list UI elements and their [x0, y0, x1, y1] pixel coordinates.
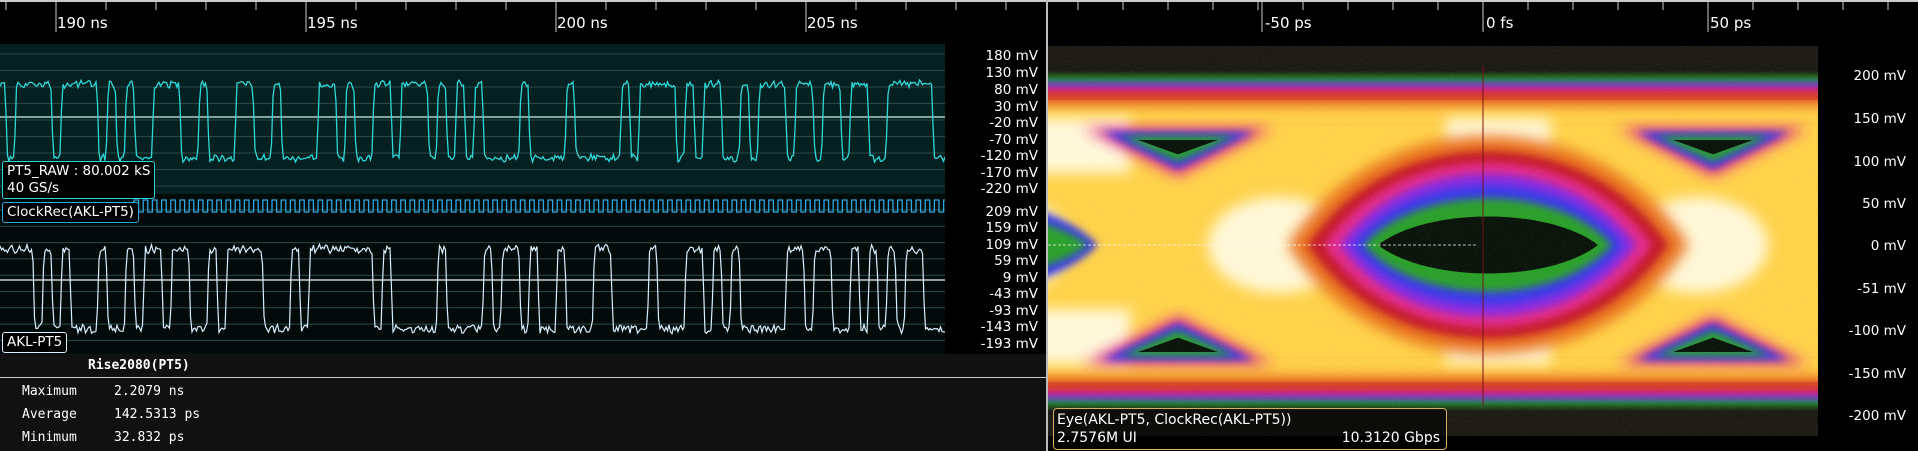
measurement-title: Rise2080(PT5) [88, 358, 190, 373]
eye-diagram-pane[interactable]: -50 ps 0 fs 50 ps 200 mV 150 mV 100 mV 5… [1048, 0, 1918, 451]
eye-y-tick: 50 mV [1862, 196, 1906, 212]
waveform-plot[interactable] [0, 44, 945, 354]
time-ruler [0, 0, 1046, 32]
eye-y-tick: 150 mV [1853, 111, 1906, 127]
raw-y-tick: 80 mV [994, 82, 1038, 98]
time-tick-label: 200 ns [557, 14, 608, 32]
eye-time-tick-label: 50 ps [1710, 14, 1752, 32]
eye-y-tick: -51 mV [1857, 281, 1906, 297]
akl-y-tick: -143 mV [980, 319, 1038, 335]
raw-y-tick: -20 mV [989, 115, 1038, 131]
measurement-table: Maximum 2.2079 ns Average 142.5313 ps Mini… [0, 377, 1046, 445]
raw-channel-name: PT5_RAW : 80.002 kS [7, 163, 151, 179]
raw-channel-rate: 40 GS/s [7, 180, 60, 196]
time-tick-label: 195 ns [307, 14, 358, 32]
raw-y-tick: -220 mV [980, 181, 1038, 197]
eye-bitrate: 10.3120 Gbps [1341, 430, 1440, 446]
akl-y-tick: 209 mV [985, 204, 1038, 220]
clock-trace [133, 199, 945, 213]
measurement-name: Minimum [22, 430, 77, 445]
measurement-value: 142.5313 ps [114, 407, 201, 422]
eye-y-tick: 200 mV [1853, 68, 1906, 84]
akl-y-tick: 159 mV [985, 220, 1038, 236]
time-tick-label: 205 ns [807, 14, 858, 32]
eye-y-tick: 100 mV [1853, 154, 1906, 170]
measurement-row: Maximum 2.2079 ns [22, 384, 184, 399]
raw-y-tick: 30 mV [994, 99, 1038, 115]
measurement-row: Average 142.5313 ps [22, 407, 200, 422]
akl-y-tick: -43 mV [989, 286, 1038, 302]
akl-y-tick: -193 mV [980, 336, 1038, 352]
raw-y-tick: 180 mV [985, 48, 1038, 64]
measurement-value: 2.2079 ns [114, 384, 185, 399]
eye-ui-count: 2.7576M UI [1057, 430, 1137, 446]
akl-y-tick: 59 mV [994, 253, 1038, 269]
akl-y-tick: 109 mV [985, 237, 1038, 253]
eye-y-tick: -100 mV [1848, 323, 1906, 339]
eye-time-tick-label: 0 fs [1486, 14, 1514, 32]
clock-channel-label[interactable]: ClockRec(AKL-PT5) [2, 202, 139, 223]
raw-trace [0, 78, 945, 165]
eye-time-ruler [1048, 0, 1918, 32]
eye-y-tick: -200 mV [1848, 408, 1906, 424]
eye-y-tick: 0 mV [1870, 238, 1906, 254]
eye-info-title: Eye(AKL-PT5, ClockRec(AKL-PT5)) [1057, 412, 1292, 428]
raw-y-tick: -170 mV [980, 165, 1038, 181]
raw-y-tick: 130 mV [985, 65, 1038, 81]
measurement-name: Average [22, 407, 77, 422]
measurement-panel[interactable]: Rise2080(PT5) Maximum 2.2079 ns Average 14… [0, 354, 1046, 451]
akl-y-tick: 9 mV [1002, 270, 1038, 286]
akl-y-tick: -93 mV [989, 303, 1038, 319]
measurement-row: Minimum 32.832 ps [22, 430, 184, 445]
akl-trace [0, 242, 945, 336]
eye-info-box[interactable]: Eye(AKL-PT5, ClockRec(AKL-PT5)) 2.7576M … [1053, 408, 1447, 450]
time-tick-label: 190 ns [57, 14, 108, 32]
raw-y-tick: -120 mV [980, 148, 1038, 164]
measurement-name: Maximum [22, 384, 77, 399]
raw-y-tick: -70 mV [989, 132, 1038, 148]
raw-channel-label[interactable]: PT5_RAW : 80.002 kS 40 GS/s [2, 161, 156, 199]
measurement-value: 32.832 ps [114, 430, 185, 445]
eye-diagram-plot[interactable] [1048, 46, 1818, 436]
akl-channel-label[interactable]: AKL-PT5 [2, 332, 68, 353]
eye-y-tick: -150 mV [1848, 366, 1906, 382]
eye-time-tick-label: -50 ps [1265, 14, 1312, 32]
waveform-pane[interactable]: 190 ns 195 ns 200 ns 205 ns 180 mV 130 m… [0, 0, 1048, 451]
